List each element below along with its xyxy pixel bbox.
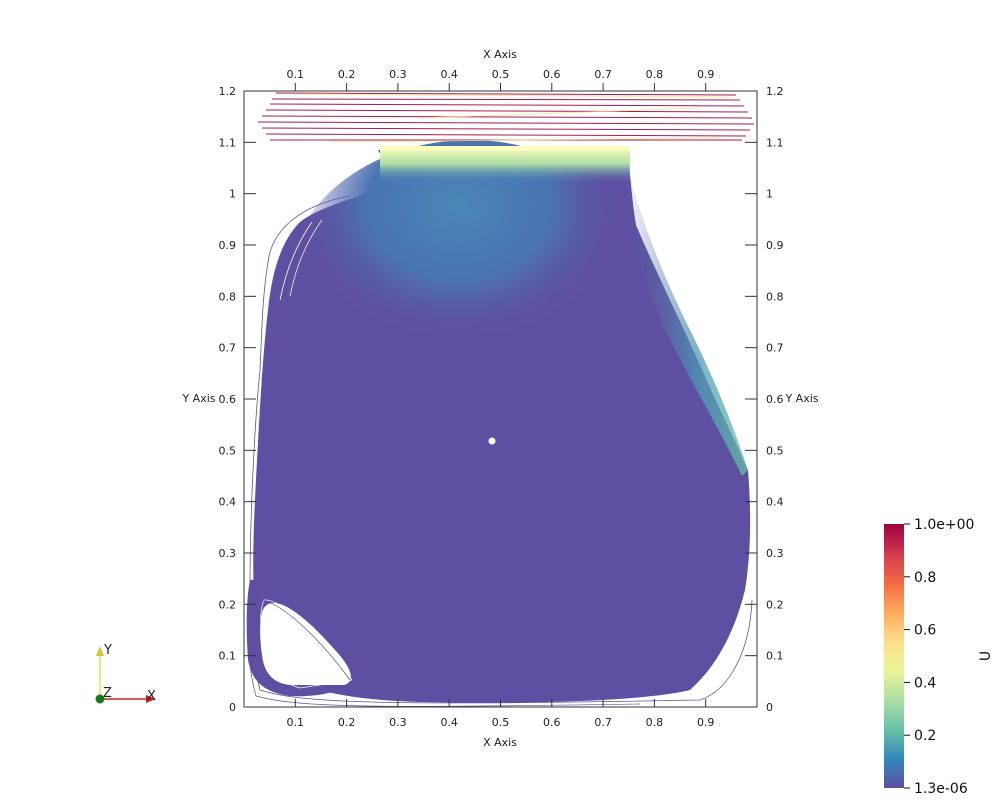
y-tick-label-right: 0.8 [766,290,784,303]
color-bar-tick-label: 0.8 [914,570,936,586]
y-tick-label-left: 0.6 [219,393,237,406]
x-tick-label-bottom: 0.5 [492,716,510,729]
color-bar-min-label: 1.3e-06 [914,781,968,797]
x-tick-label-top: 0.6 [543,68,561,81]
y-tick-label-left: 0.5 [219,444,237,457]
y-tick-label-right: 0.6 [766,393,784,406]
x-tick-label-top: 0.1 [287,68,305,81]
x-tick-label-bottom: 0.8 [646,716,664,729]
y-tick-label-right: 0 [766,701,773,714]
x-tick-label-top: 0.8 [646,68,664,81]
y-tick-label-left: 0.1 [219,650,237,663]
color-bar-ticks: 0.2 0.4 0.6 0.8 [904,523,936,789]
x-tick-label-bottom: 0.6 [543,716,561,729]
y-axis-title-left: Y Axis [181,392,215,405]
color-bar-title: U [978,651,994,661]
y-tick-label-left: 0.9 [219,239,237,252]
x-tick-label-bottom: 0.4 [440,716,458,729]
x-axis-bottom: 0.1 0.2 0.3 0.4 0.5 0.6 0.7 0.8 0.9 [287,699,715,729]
color-bar: 0.2 0.4 0.6 0.8 1.0e+00 1.3e-06 U [884,517,994,797]
y-tick-label-left: 0 [229,701,236,714]
y-tick-label-right: 1.2 [766,85,784,98]
y-tick-label-left: 0.3 [219,547,237,560]
y-axis-title-right: Y Axis [784,392,818,405]
color-bar-max-label: 1.0e+00 [914,517,974,533]
y-tick-label-left: 0.2 [219,598,237,611]
x-axis-title-bottom: X Axis [483,736,517,749]
orientation-x-label: X [147,689,156,704]
x-tick-label-top: 0.7 [594,68,612,81]
y-axis-left: 0 0.1 0.2 0.3 0.4 0.5 0.6 0.7 0.8 0.9 1 1.1 1.2 [219,85,256,714]
color-bar-gradient [884,524,904,788]
y-tick-label-left: 0.4 [219,496,237,509]
orientation-axes: Y X Z [95,643,156,704]
x-tick-label-bottom: 0.2 [338,716,356,729]
y-tick-label-right: 0.9 [766,239,784,252]
y-tick-label-left: 1 [229,188,236,201]
x-axis-title-top: X Axis [483,48,517,61]
x-tick-label-top: 0.4 [440,68,458,81]
y-tick-label-right: 1.1 [766,136,784,149]
color-bar-tick-label: 0.4 [914,675,936,691]
y-tick-label-right: 0.7 [766,342,784,355]
orientation-z-label: Z [103,686,112,701]
x-tick-label-bottom: 0.9 [697,716,715,729]
x-tick-label-top: 0.3 [389,68,407,81]
x-tick-label-top: 0.5 [492,68,510,81]
y-tick-label-right: 1 [766,188,773,201]
y-tick-label-left: 0.8 [219,290,237,303]
x-tick-label-bottom: 0.3 [389,716,407,729]
color-bar-tick-label: 0.2 [914,728,936,744]
x-tick-label-bottom: 0.1 [287,716,305,729]
y-tick-label-right: 0.2 [766,598,784,611]
y-tick-label-left: 1.1 [219,136,237,149]
contour-field [246,92,755,707]
y-axis-right: 0 0.1 0.2 0.3 0.4 0.5 0.6 0.7 0.8 0.9 1 1.1 1.2 [745,85,784,714]
y-tick-label-right: 0.4 [766,496,784,509]
x-tick-label-top: 0.2 [338,68,356,81]
color-bar-tick-label: 0.6 [914,623,936,639]
y-tick-label-right: 0.5 [766,444,784,457]
y-tick-label-right: 0.3 [766,547,784,560]
x-tick-label-bottom: 0.7 [594,716,612,729]
y-tick-label-right: 0.1 [766,650,784,663]
y-tick-label-left: 1.2 [219,85,237,98]
x-axis-top: 0.1 0.2 0.3 0.4 0.5 0.6 0.7 0.8 0.9 [287,68,715,91]
y-tick-label-left: 0.7 [219,342,237,355]
x-tick-label-top: 0.9 [697,68,715,81]
orientation-y-label: Y [103,643,112,658]
